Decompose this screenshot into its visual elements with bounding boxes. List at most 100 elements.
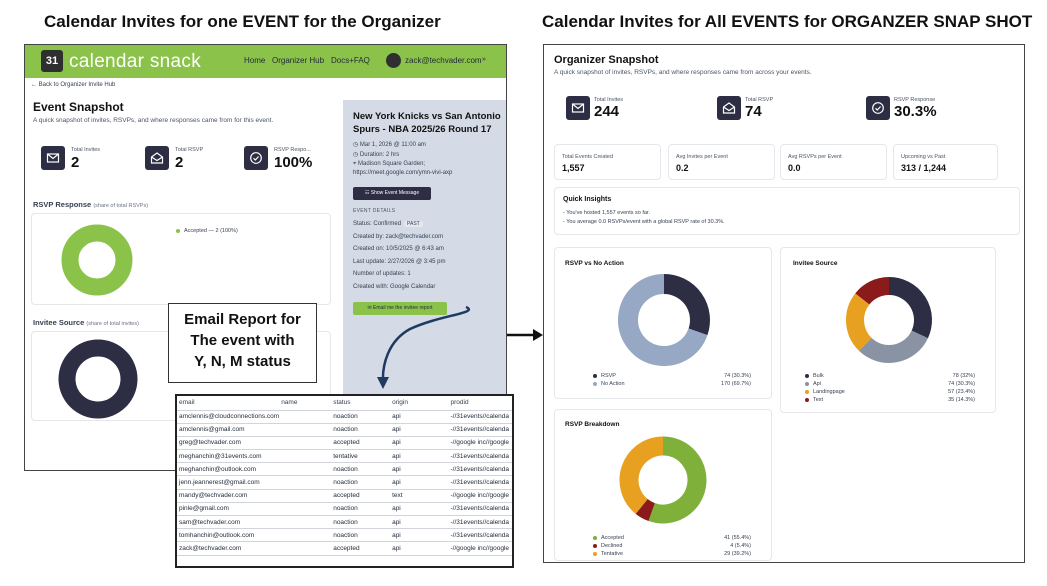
table-row: amclennis@cloudconnections.com noaction ap… <box>177 410 512 424</box>
stat-value: 2 <box>175 154 184 171</box>
mail-icon <box>41 146 65 170</box>
event-meeting-link[interactable]: https://meet.google.com/ymn-vivi-axp <box>353 170 453 176</box>
insights-title: Quick Insights <box>563 196 612 203</box>
legend-key: Declined <box>593 542 622 550</box>
table-cell: noaction <box>331 475 391 490</box>
legend-value: 29 (39.2%) <box>724 551 751 557</box>
donut-slice-source <box>58 339 138 419</box>
table-cell: -//google inc//google <box>448 436 512 451</box>
chevron-down-icon[interactable]: » <box>482 56 486 63</box>
page-subtitle: A quick snapshot of invites, RSVPs, and … <box>554 69 812 76</box>
button-label: Email me the invitee report <box>373 305 433 311</box>
status-label: Status: <box>353 221 372 227</box>
stat-card-avg-invites: Avg Invites per Event 0.2 <box>668 144 775 180</box>
table-cell: accepted <box>331 541 391 556</box>
arrow-head <box>377 377 389 389</box>
section-title-text: RSVP Response <box>33 200 92 209</box>
rsvp-breakdown-donut <box>619 436 707 524</box>
legend-key: Landingpage <box>805 388 845 396</box>
table-row: tomhanchin@outlook.com noaction api -//31ev… <box>177 528 512 543</box>
table-cell: tentative <box>331 449 391 464</box>
event-title: New York Knicks vs San Antonio Spurs - N… <box>353 111 501 135</box>
legend-accepted: Accepted — 2 (100%) <box>176 228 238 234</box>
check-circle-icon <box>244 146 268 170</box>
rsvp-response-title: RSVP Response (share of total RSVPs) <box>33 200 148 209</box>
legend-value: 57 (23.4%) <box>948 389 975 395</box>
table-cell <box>279 410 332 424</box>
legend-dot <box>805 389 809 394</box>
stat-value: 74 <box>745 103 762 120</box>
legend-dot <box>593 373 597 378</box>
stat-label: RSVP Respo... <box>274 147 311 153</box>
back-link[interactable]: ← Back to Organizer Invite Hub <box>31 82 116 88</box>
table-cell: jenn.jeannerest@gmail.com <box>177 475 280 490</box>
arrow-head <box>533 329 543 341</box>
table-cell: -//31events//calenda <box>448 449 512 464</box>
table-cell: accepted <box>331 436 391 451</box>
table-header-cell: email <box>177 396 280 411</box>
stat-card-total-events: Total Events Created 1,557 <box>554 144 661 180</box>
table-cell <box>279 541 332 556</box>
table-cell <box>279 528 332 543</box>
check-circle-icon <box>866 96 890 120</box>
stat-value: 100% <box>274 154 313 171</box>
legend-value: 41 (55.4%) <box>724 535 751 541</box>
legend-value: 78 (32%) <box>952 373 975 379</box>
page-title: Organizer Snapshot <box>554 54 659 66</box>
legend-dot <box>805 397 809 402</box>
stat-value: 313 / 1,244 <box>901 163 947 173</box>
legend-label: Bulk <box>813 373 824 379</box>
logo-icon[interactable]: 31 <box>41 50 63 72</box>
nav-organizer-hub[interactable]: Organizer Hub <box>272 56 325 65</box>
user-email[interactable]: zack@techvader.com <box>405 56 482 65</box>
logo-text[interactable]: calendar snack <box>69 51 201 72</box>
donut-slice-accepted <box>61 224 133 296</box>
stat-label: Total RSVP <box>745 97 774 103</box>
open-mail-icon <box>717 96 741 120</box>
legend-key: Tentative <box>593 550 623 558</box>
table-cell <box>279 462 332 477</box>
event-created-with: Created with: Google Calendar <box>353 284 436 290</box>
avatar-icon[interactable] <box>386 53 401 68</box>
section-title-text: Invitee Source <box>33 318 85 327</box>
invitee-source-donut <box>846 277 932 363</box>
email-report-button[interactable]: ✉ Email me the invitee report <box>353 302 447 315</box>
legend-item: Accepted 41 (55.4%) <box>593 534 751 542</box>
nav-docs-faq[interactable]: Docs+FAQ <box>331 56 370 65</box>
legend-label: Text <box>813 397 824 403</box>
rsvp-vs-noaction-donut <box>618 274 710 366</box>
chart-legend: Accepted 41 (55.4%) Declined 4 (5.4%) Tentat… <box>593 534 751 558</box>
table-cell: pinle@gmail.com <box>177 502 280 517</box>
chart-title: Invitee Source <box>793 260 838 267</box>
legend-item: Tentative 29 (39.2%) <box>593 550 751 558</box>
legend-key: RSVP <box>593 372 616 380</box>
event-location-text: Madison Square Garden; <box>358 161 426 167</box>
event-created-on: Created on: 10/5/2025 @ 6:43 am <box>353 246 444 252</box>
legend-key: Accepted <box>593 534 624 542</box>
right-heading: Calendar Invites for All EVENTS for ORGA… <box>542 12 1033 31</box>
legend-label: Landingpage <box>813 389 845 395</box>
stat-value: 0.2 <box>676 163 689 173</box>
stat-label: Total Events Created <box>562 154 614 160</box>
donut-slice-bulk <box>888 277 932 339</box>
stat-label: Avg RSVPs per Event <box>788 154 842 160</box>
show-event-message-button[interactable]: ☷ Show Event Message <box>353 187 431 200</box>
nav-home[interactable]: Home <box>244 56 266 65</box>
stat-value: 2 <box>71 154 80 171</box>
legend-dot <box>593 381 597 386</box>
table-row: jenn.jeannerest@gmail.com noaction api -//3… <box>177 475 512 490</box>
table-cell: -//google inc//google <box>448 541 512 556</box>
legend-item: Text 35 (14.3%) <box>805 396 975 404</box>
rsvp-breakdown-card: RSVP Breakdown Accepted 41 (55.4%) Decline… <box>554 409 772 561</box>
legend-dot <box>176 228 180 233</box>
legend-key: Bulk <box>805 372 824 380</box>
table-cell: noaction <box>331 502 391 517</box>
legend-item: Api 74 (30.3%) <box>805 380 975 388</box>
table-cell: sam@techvader.com <box>177 515 280 530</box>
legend-item: RSVP 74 (30.3%) <box>593 372 751 380</box>
left-heading: Calendar Invites for one EVENT for the O… <box>44 12 441 31</box>
event-created-by: Created by: zack@techvader.com <box>353 234 444 240</box>
insight-line: - You've hosted 1,557 events so far. <box>563 210 650 216</box>
legend-label: Declined <box>601 543 623 549</box>
legend-item: Bulk 78 (32%) <box>805 372 975 380</box>
